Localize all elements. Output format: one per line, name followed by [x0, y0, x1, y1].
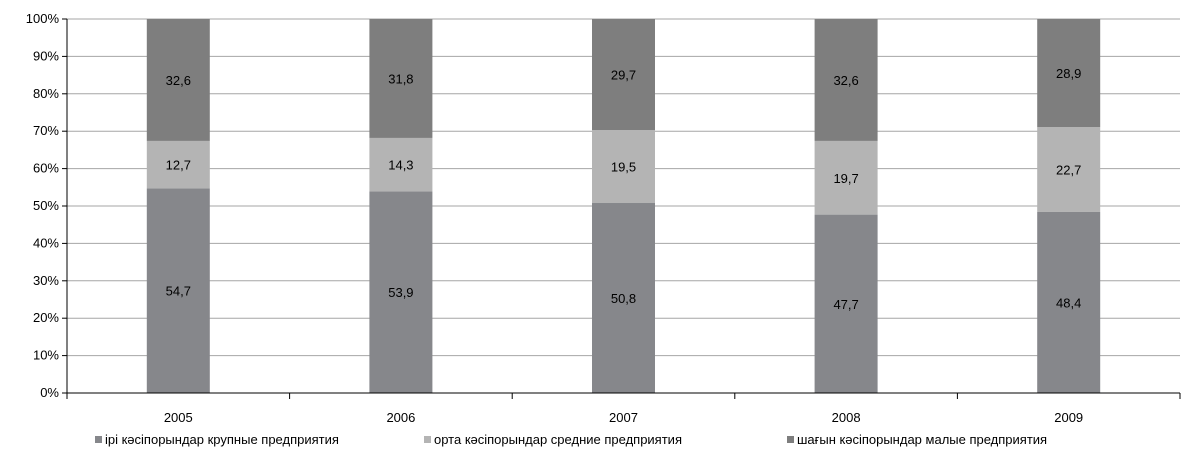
data-label: 47,7: [833, 297, 858, 312]
bar-segment: [369, 137, 433, 192]
data-label: 14,3: [388, 158, 413, 173]
legend-item-large: ірі кәсіпорындар крупные предприятия: [95, 432, 339, 447]
y-tick-label: 90%: [33, 48, 59, 63]
y-tick-label: 50%: [33, 198, 59, 213]
x-tick-label: 2007: [609, 410, 638, 425]
y-tick-label: 10%: [33, 348, 59, 363]
legend-label-large: ірі кәсіпорындар крупные предприятия: [105, 432, 339, 447]
data-label: 53,9: [388, 285, 413, 300]
y-tick-label: 100%: [26, 11, 60, 26]
bar-segment: [146, 19, 210, 141]
data-labels: 54,7 12,7 32,6 53,9 14,3 31,8 50,8 19,5 29,7 47,7…: [166, 66, 1082, 312]
bar-segment: [1037, 19, 1101, 128]
bar-segment: [369, 19, 433, 138]
y-tick-label: 30%: [33, 273, 59, 288]
bars: [146, 19, 1101, 393]
x-tick-label: 2009: [1054, 410, 1083, 425]
bar-segment: [1037, 127, 1101, 212]
x-tick-label: 2005: [164, 410, 193, 425]
data-label: 31,8: [388, 71, 413, 86]
y-tick-label: 60%: [33, 161, 59, 176]
data-label: 28,9: [1056, 66, 1081, 81]
bar-segment: [146, 140, 210, 189]
bar-segment: [1037, 211, 1101, 393]
data-label: 32,6: [166, 73, 191, 88]
legend-label-medium: орта кәсіпорындар средние предприятия: [434, 432, 682, 447]
bar-segment: [592, 203, 655, 393]
data-label: 12,7: [166, 158, 191, 173]
data-label: 19,5: [611, 160, 636, 175]
y-tick-label: 0%: [40, 385, 59, 400]
bar-segment: [814, 19, 878, 141]
x-tick-label: 2008: [832, 410, 861, 425]
stacked-bar-chart: 0% 10% 20% 30% 40% 50% 60% 70% 80% 90% 100% 2005 200…: [26, 11, 1181, 425]
data-label: 54,7: [166, 284, 191, 299]
data-label: 22,7: [1056, 163, 1081, 178]
bar-segment: [592, 19, 655, 131]
legend-swatch-small: [787, 436, 794, 443]
data-label: 50,8: [611, 291, 636, 306]
legend: ірі кәсіпорындар крупные предприятия орт…: [0, 432, 1183, 452]
axes: 0% 10% 20% 30% 40% 50% 60% 70% 80% 90% 100% 2005 200…: [26, 11, 1181, 425]
legend-label-small: шағын кәсіпорындар малые предприятия: [797, 432, 1048, 447]
legend-item-small: шағын кәсіпорындар малые предприятия: [787, 432, 1047, 447]
data-label: 19,7: [833, 171, 858, 186]
x-tick-label: 2006: [386, 410, 415, 425]
bar-segment: [592, 130, 655, 204]
y-tick-label: 80%: [33, 86, 59, 101]
y-tick-label: 40%: [33, 235, 59, 250]
legend-swatch-medium: [424, 436, 431, 443]
data-label: 48,4: [1056, 295, 1081, 310]
bar-segment: [814, 140, 878, 215]
y-tick-label: 70%: [33, 123, 59, 138]
legend-item-medium: орта кәсіпорындар средние предприятия: [424, 432, 682, 447]
legend-swatch-large: [95, 436, 102, 443]
bar-segment: [146, 188, 210, 393]
data-label: 29,7: [611, 68, 636, 83]
bar-segment: [369, 191, 433, 393]
bar-segment: [814, 214, 878, 393]
y-tick-label: 20%: [33, 310, 59, 325]
data-label: 32,6: [833, 73, 858, 88]
